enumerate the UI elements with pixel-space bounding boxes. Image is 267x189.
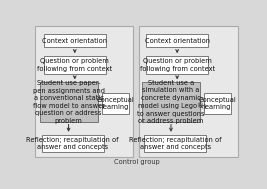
FancyBboxPatch shape [139,26,238,156]
Text: Context orientation: Context orientation [145,38,210,44]
Text: Context orientation: Context orientation [42,38,107,44]
FancyBboxPatch shape [142,82,200,122]
FancyBboxPatch shape [146,56,208,74]
FancyBboxPatch shape [44,34,106,47]
Text: Question or problem
following from context: Question or problem following from conte… [37,58,112,72]
FancyBboxPatch shape [144,135,206,152]
FancyBboxPatch shape [146,34,208,47]
Text: Conceptual
learning: Conceptual learning [96,97,134,110]
Text: Question or problem
following from context: Question or problem following from conte… [140,58,215,72]
FancyBboxPatch shape [42,135,104,152]
Text: Reflection; recapitulation of
answer and concepts: Reflection; recapitulation of answer and… [26,137,119,150]
FancyBboxPatch shape [102,93,129,114]
Text: Student use a
simulation with a
concrete dynamic
model using Lego®
to answer que: Student use a simulation with a concrete… [137,80,205,124]
FancyBboxPatch shape [44,56,106,74]
FancyBboxPatch shape [204,93,231,114]
Text: Control group: Control group [114,159,160,165]
FancyBboxPatch shape [36,26,133,156]
FancyBboxPatch shape [40,82,97,122]
Text: Reflection; recapitulation of
answer and concepts: Reflection; recapitulation of answer and… [129,137,221,150]
Text: Conceptual
learning: Conceptual learning [199,97,236,110]
Text: Student use paper-
pen assignments and
a conventional static
flow model to answe: Student use paper- pen assignments and a… [33,80,105,124]
